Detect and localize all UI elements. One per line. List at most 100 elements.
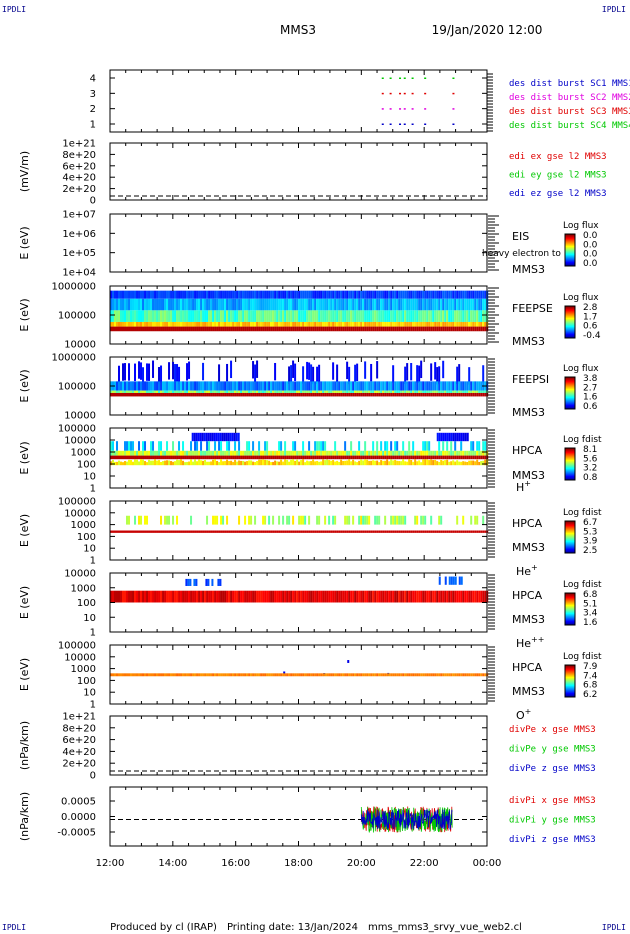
spectrogram-cell	[210, 450, 213, 456]
spectrogram-cell	[302, 673, 305, 677]
spectrogram-cell	[256, 673, 259, 677]
spectrogram-cell	[164, 321, 167, 327]
spectrogram-cell	[258, 459, 261, 466]
spectrogram-cell	[278, 326, 281, 332]
spectrogram-cell	[452, 455, 455, 460]
spectrogram-cell	[244, 461, 247, 466]
spectrogram-cell	[454, 441, 457, 451]
spectrogram-cell	[200, 450, 203, 456]
spectrogram-cell	[316, 530, 319, 533]
spectrogram-cell	[350, 392, 353, 397]
spectrogram-cell	[124, 310, 127, 322]
spectrogram-cell	[310, 461, 313, 466]
spectrogram-cell	[222, 530, 225, 533]
colorbar-step	[565, 522, 575, 524]
spectrogram-cell	[190, 290, 193, 299]
spectrogram-cell	[166, 326, 169, 332]
spectrogram-cell	[268, 450, 271, 456]
spectrogram-cell	[412, 381, 415, 391]
spectrogram-cell	[302, 392, 305, 397]
spectrogram-cell	[392, 392, 395, 397]
spectrogram-cell	[310, 298, 313, 311]
species-charge: +	[531, 563, 538, 572]
spectrogram-cell	[378, 455, 381, 460]
spectrogram-cell	[172, 321, 175, 327]
spectrogram-cell	[112, 590, 115, 603]
spectrogram-cell	[252, 441, 255, 451]
spectrogram-cell	[302, 515, 305, 525]
spectrogram-cell	[468, 673, 471, 677]
spectrogram-cell	[208, 673, 211, 677]
spectrogram-cell	[346, 290, 349, 299]
spectrogram-cell	[300, 455, 303, 460]
spectrogram-cell	[270, 390, 273, 393]
spectrogram-cell	[126, 590, 129, 603]
spectrogram-cell	[484, 392, 487, 397]
spectrogram-cell	[198, 381, 201, 391]
spectrogram-cell	[294, 326, 297, 332]
spectrogram-cell	[476, 450, 479, 456]
spectrogram-cell	[194, 381, 197, 391]
spectrogram-cell	[424, 450, 427, 456]
y-tick-label: 10000	[64, 569, 96, 580]
spectrogram-cell	[112, 460, 115, 466]
spectrogram-cell	[118, 392, 121, 397]
spectrogram-cell	[402, 450, 405, 456]
spectrogram-cell	[216, 460, 219, 466]
spectrogram-cell	[234, 392, 237, 397]
colorbar-title: Log flux	[563, 293, 599, 303]
spectrogram-cell	[450, 673, 453, 677]
spectrogram-cell	[168, 381, 171, 391]
spectrogram-cell	[268, 515, 271, 525]
spectrogram-cell	[248, 390, 251, 393]
spectrogram-cell	[346, 673, 349, 677]
species-charge: +	[524, 479, 531, 488]
colorbar-step	[565, 617, 575, 619]
spectrogram-cell	[220, 326, 223, 332]
spectrogram-cell	[476, 290, 479, 299]
spectrogram-cell	[294, 298, 297, 311]
spectrogram-cell	[191, 432, 194, 442]
colorbar-frame	[564, 447, 576, 481]
spectrogram-cell	[396, 455, 399, 460]
spectrogram-cell	[450, 298, 453, 311]
spectrogram-cell	[444, 590, 447, 603]
spectrogram-cell	[146, 530, 149, 533]
spectrogram-cell	[132, 530, 135, 533]
spectrogram-cell	[278, 441, 281, 451]
spectrogram-cell	[260, 590, 263, 603]
spectrogram-cell	[372, 455, 375, 460]
spectrogram-cell	[450, 530, 453, 533]
spectrogram-cell	[178, 390, 181, 393]
spectrogram-cell	[222, 450, 225, 456]
spectrogram-cell	[466, 673, 469, 677]
spectrogram-cell	[192, 455, 195, 460]
spectrogram-cell	[360, 515, 363, 525]
spectrogram-cell	[203, 432, 206, 442]
spectrogram-cell	[276, 381, 279, 391]
spectrogram-cell	[474, 321, 477, 327]
spectrogram-cell	[192, 530, 195, 533]
spectrogram-cell	[402, 673, 405, 677]
spectrogram-cell	[414, 390, 417, 393]
spectrogram-cell	[470, 381, 473, 391]
spectrogram-cell	[440, 326, 443, 332]
colorbar-step	[565, 527, 575, 529]
spectrogram-cell	[312, 321, 315, 327]
spectrogram-cell	[270, 590, 273, 603]
spectrogram-cell	[430, 455, 433, 460]
spectrogram-cell	[428, 326, 431, 332]
spectrogram-cell	[282, 310, 285, 322]
spectrogram-cell	[406, 326, 409, 332]
spectrogram-cell	[302, 326, 305, 332]
spectrogram-cell	[174, 321, 177, 327]
spectrogram-cell	[266, 441, 269, 451]
colorbar-step	[565, 523, 575, 525]
spectrogram-cell	[188, 290, 191, 299]
spectrogram-cell	[152, 310, 155, 322]
spectrogram-cell	[444, 576, 447, 585]
spectrogram-cell	[120, 310, 123, 322]
spectrogram-cell	[466, 392, 469, 397]
spectrogram-cell	[450, 450, 453, 456]
spectrogram-cell	[226, 450, 229, 456]
